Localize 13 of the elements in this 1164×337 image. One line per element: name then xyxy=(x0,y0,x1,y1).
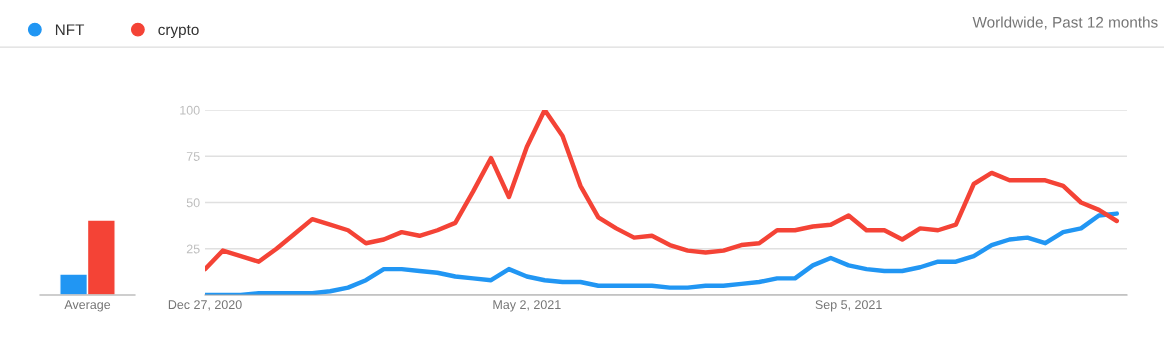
legend-label: crypto xyxy=(158,25,199,39)
x-tick-label: Dec 27, 2020 xyxy=(168,300,242,311)
chart-subtitle: Worldwide, Past 12 months xyxy=(972,16,1158,30)
x-tick-label: Average xyxy=(64,300,111,312)
y-tick-label: 50 xyxy=(186,198,200,208)
x-tick-label: May 2, 2021 xyxy=(493,300,561,312)
y-tick-label: 100 xyxy=(180,105,200,115)
y-tick-label: 75 xyxy=(186,152,200,161)
legend-label: NFT xyxy=(55,24,85,35)
line-series xyxy=(205,211,1119,295)
y-tick-label: 25 xyxy=(186,244,200,254)
x-tick-label: Sep 5, 2021 xyxy=(815,300,882,312)
line-series xyxy=(205,110,1119,272)
